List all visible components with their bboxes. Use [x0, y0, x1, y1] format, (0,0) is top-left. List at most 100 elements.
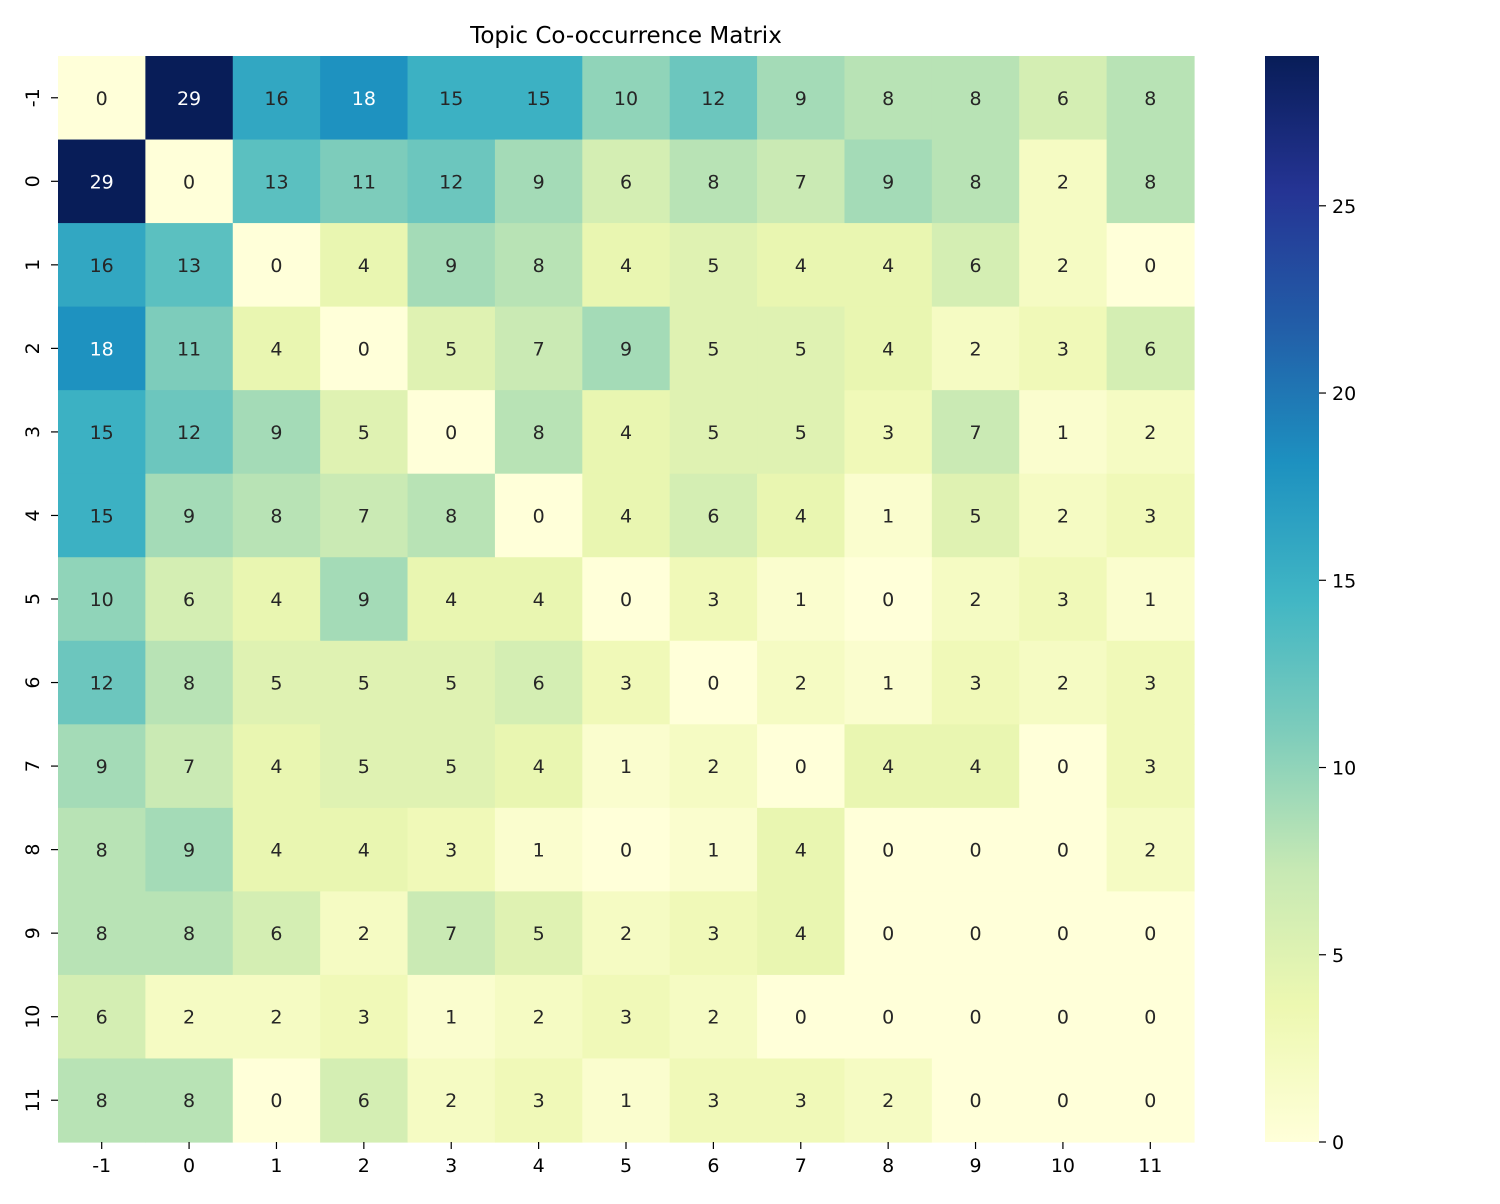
x-tick-label: 4 — [533, 1155, 545, 1177]
heatmap-cell — [1019, 1058, 1108, 1143]
x-tick-label: 5 — [620, 1155, 632, 1177]
y-tick-label: 6 — [22, 676, 44, 688]
cell-value-label: 5 — [707, 338, 719, 360]
cell-value-label: 8 — [96, 1090, 108, 1112]
cell-value-label: 5 — [358, 422, 370, 444]
cell-value-label: 3 — [358, 1007, 370, 1029]
cell-value-label: 7 — [445, 923, 457, 945]
cell-value-label: 29 — [177, 88, 201, 110]
cell-value-label: 4 — [795, 923, 807, 945]
colorbar-tick-label: 5 — [1332, 945, 1344, 967]
x-tick-label: 0 — [183, 1155, 195, 1177]
heatmap-cell — [757, 223, 846, 308]
y-tick-label: 10 — [22, 1005, 44, 1029]
heatmap-cell — [320, 306, 409, 391]
cell-value-label: 4 — [270, 338, 282, 360]
y-tick-label: 8 — [22, 844, 44, 856]
y-tick-label: 2 — [22, 342, 44, 354]
heatmap-cell — [1019, 306, 1108, 391]
cell-value-label: 16 — [90, 255, 114, 277]
heatmap-cell — [669, 390, 758, 475]
colorbar-tick-label: 15 — [1332, 570, 1356, 592]
cell-value-label: 12 — [701, 88, 725, 110]
heatmap-cell — [844, 807, 933, 892]
heatmap-cell — [669, 724, 758, 809]
cell-value-label: 7 — [533, 338, 545, 360]
heatmap-cell — [757, 1058, 846, 1143]
heatmap-cell — [669, 56, 758, 141]
y-tick-label: 11 — [22, 1088, 44, 1112]
cell-value-label: 4 — [445, 589, 457, 611]
heatmap-cell — [931, 139, 1020, 224]
heatmap-cell — [494, 390, 583, 475]
heatmap-cell — [1106, 891, 1195, 976]
heatmap-cell — [1106, 139, 1195, 224]
cell-value-label: 9 — [270, 422, 282, 444]
heatmap-cell — [1019, 557, 1108, 642]
cell-value-label: 0 — [1057, 923, 1069, 945]
heatmap-cell — [58, 891, 146, 976]
heatmap-cell — [931, 640, 1020, 725]
cell-value-label: 2 — [445, 1090, 457, 1112]
heatmap-cell — [757, 557, 846, 642]
heatmap-cell — [931, 557, 1020, 642]
heatmap-cell — [407, 640, 496, 725]
cell-value-label: 6 — [358, 1090, 370, 1112]
cell-value-label: 2 — [1057, 171, 1069, 193]
heatmap-cell — [145, 1058, 234, 1143]
cell-value-label: 0 — [969, 923, 981, 945]
heatmap-cell — [582, 807, 671, 892]
cell-value-label: 4 — [795, 840, 807, 862]
cell-value-label: 3 — [620, 1007, 632, 1029]
heatmap-cell — [757, 390, 846, 475]
cell-value-label: 0 — [969, 840, 981, 862]
cell-value-label: 4 — [270, 589, 282, 611]
cell-value-label: 4 — [882, 338, 894, 360]
cell-value-label: 11 — [352, 171, 376, 193]
heatmap-cell — [1019, 223, 1108, 308]
cell-value-label: 8 — [533, 422, 545, 444]
heatmap-cell — [232, 724, 321, 809]
heatmap-cell — [232, 56, 321, 141]
cell-value-label: 6 — [1057, 88, 1069, 110]
heatmap-cell — [494, 557, 583, 642]
cell-value-label: 5 — [707, 255, 719, 277]
cell-value-label: 1 — [1057, 422, 1069, 444]
cell-value-label: 0 — [969, 1007, 981, 1029]
heatmap-cell — [494, 306, 583, 391]
heatmap-cell — [232, 640, 321, 725]
x-tick-label: 9 — [969, 1155, 981, 1177]
cell-value-label: 9 — [882, 171, 894, 193]
heatmap-cell — [669, 223, 758, 308]
heatmap-cell — [58, 223, 146, 308]
cell-value-label: 8 — [96, 923, 108, 945]
cell-value-label: 3 — [1057, 338, 1069, 360]
heatmap-cell — [232, 390, 321, 475]
cell-value-label: 3 — [620, 673, 632, 695]
heatmap-cell — [407, 724, 496, 809]
heatmap-cell — [1106, 390, 1195, 475]
cell-value-label: 1 — [707, 840, 719, 862]
cell-value-label: 0 — [270, 255, 282, 277]
cell-value-label: 0 — [1057, 1090, 1069, 1112]
cell-value-label: 0 — [795, 756, 807, 778]
heatmap-cell — [145, 724, 234, 809]
heatmap-cell — [232, 1058, 321, 1143]
heatmap-cell — [58, 473, 146, 558]
heatmap-cell — [1019, 891, 1108, 976]
cell-value-label: 9 — [620, 338, 632, 360]
chart-title: Topic Co-occurrence Matrix — [469, 23, 782, 49]
heatmap-cell — [582, 139, 671, 224]
cell-value-label: 5 — [358, 673, 370, 695]
cell-value-label: 12 — [177, 422, 201, 444]
cell-value-label: 0 — [882, 923, 894, 945]
cell-value-label: 0 — [620, 840, 632, 862]
x-tick-label: 11 — [1138, 1155, 1162, 1177]
heatmap-cell — [582, 724, 671, 809]
cell-value-label: 5 — [707, 422, 719, 444]
cell-value-label: 2 — [969, 589, 981, 611]
heatmap-cell — [931, 56, 1020, 141]
cell-value-label: 6 — [707, 505, 719, 527]
heatmap-cell — [232, 473, 321, 558]
cell-value-label: 3 — [707, 589, 719, 611]
